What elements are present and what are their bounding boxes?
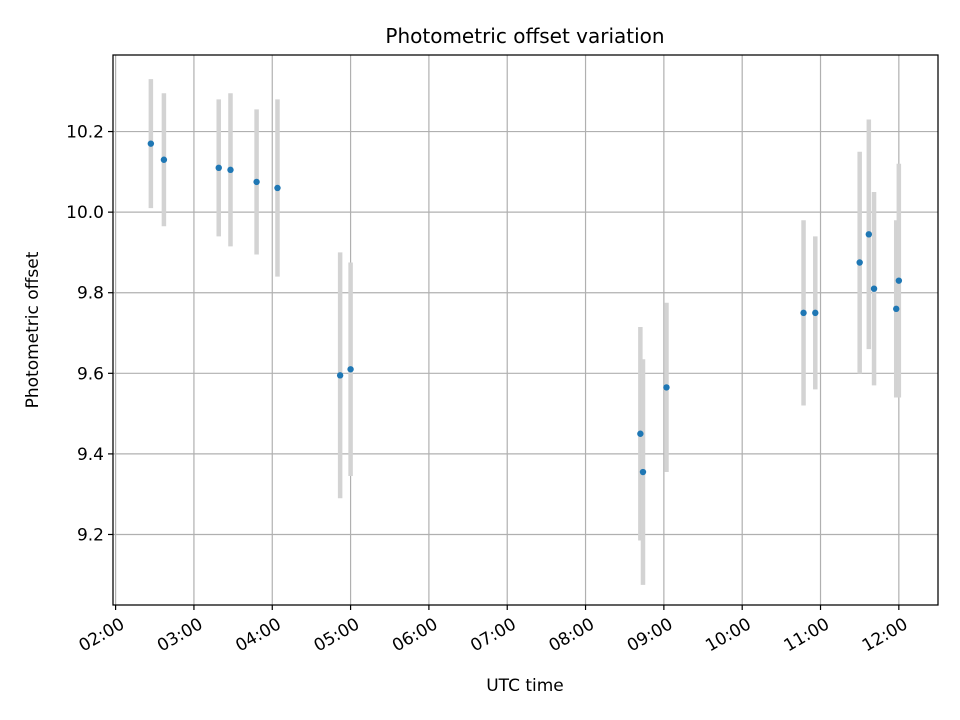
y-tick-label: 9.2 xyxy=(77,525,104,545)
plot-area-frame xyxy=(112,54,939,606)
data-point xyxy=(147,140,155,147)
data-point xyxy=(160,156,168,163)
data-point xyxy=(856,259,863,266)
data-point xyxy=(639,468,647,476)
y-tick-label: 10.2 xyxy=(66,123,104,143)
y-tick-label: 10.0 xyxy=(66,203,104,223)
data-point xyxy=(865,231,873,238)
data-point xyxy=(893,305,900,313)
data-point xyxy=(274,184,281,192)
data-point xyxy=(347,366,354,373)
data-point xyxy=(215,164,222,172)
data-point xyxy=(637,430,644,437)
x-axis-label: UTC time xyxy=(486,676,564,696)
data-point xyxy=(253,178,260,186)
y-axis-label: Photometric offset xyxy=(23,251,43,408)
data-point xyxy=(227,166,234,174)
data-points xyxy=(147,140,903,476)
chart-title: Photometric offset variation xyxy=(385,24,664,48)
data-point xyxy=(800,309,807,317)
y-tick-label: 9.6 xyxy=(77,364,104,384)
y-axis: 9.2 9.4 9.6 9.8 10.0 10.2 xyxy=(66,123,113,545)
data-point xyxy=(870,285,878,292)
data-point xyxy=(336,372,344,379)
y-tick-label: 9.8 xyxy=(77,284,104,304)
data-point xyxy=(663,384,670,391)
data-point xyxy=(895,277,903,284)
y-tick-label: 9.4 xyxy=(77,445,104,465)
data-point xyxy=(812,309,819,317)
